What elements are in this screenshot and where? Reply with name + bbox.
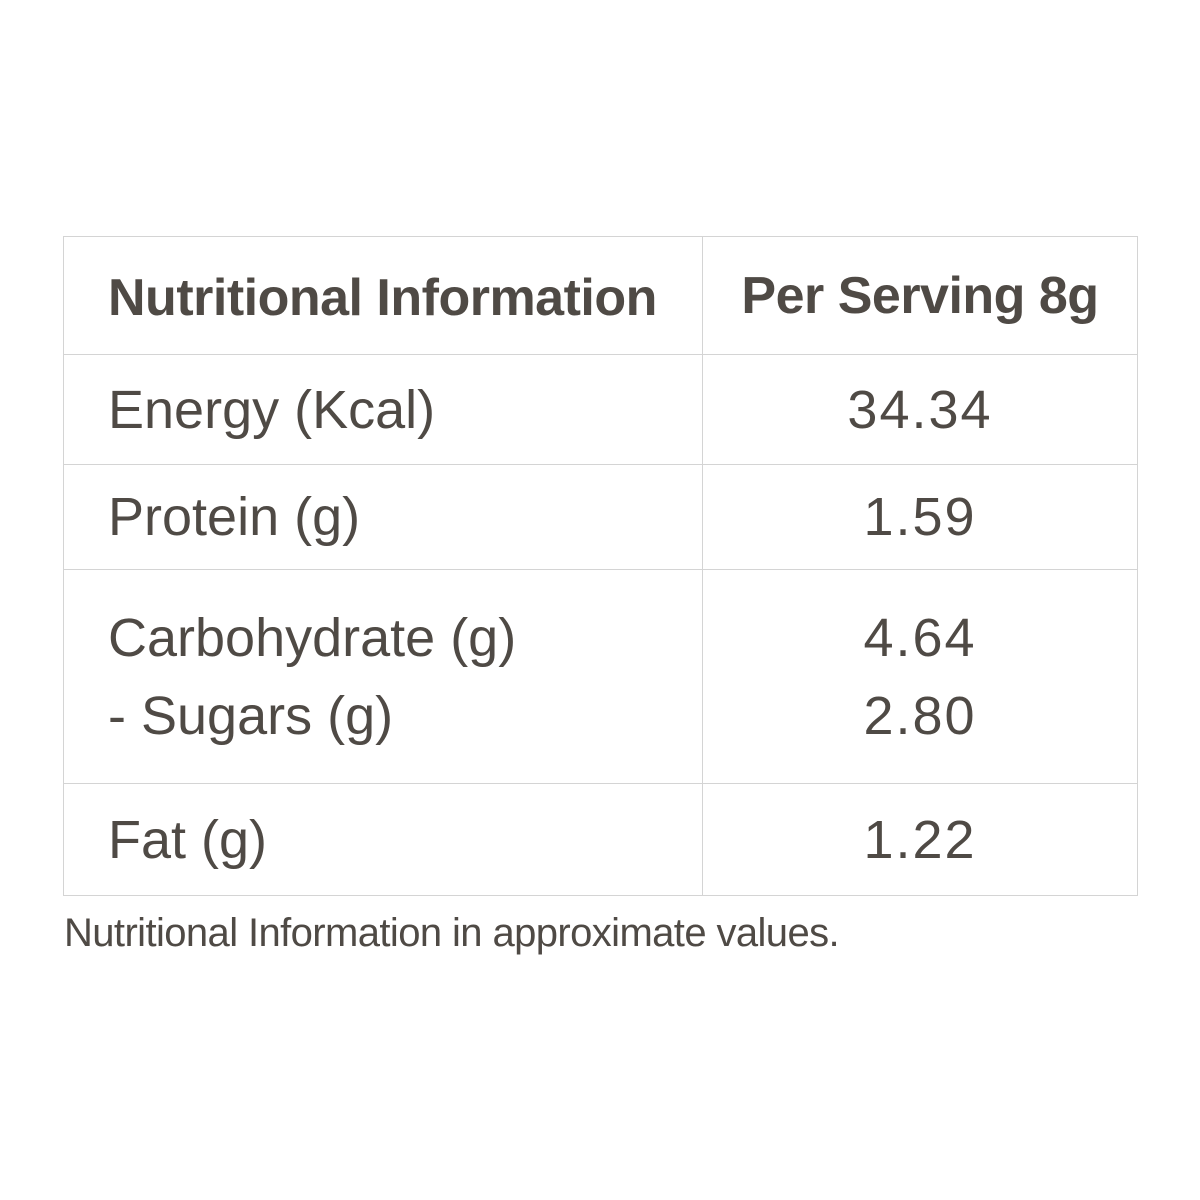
sugars-value: 2.80: [863, 685, 977, 746]
row-label-cell: Protein (g): [63, 464, 703, 570]
protein-value: 1.59: [863, 487, 977, 547]
row-value-cell: 1.22: [702, 783, 1138, 896]
carbohydrate-value: 4.64: [863, 607, 977, 668]
energy-label: Energy (Kcal): [108, 379, 436, 440]
footnote: Nutritional Information in approximate v…: [64, 911, 840, 955]
fat-value: 1.22: [863, 809, 977, 870]
header-per-serving: Per Serving 8g: [702, 236, 1138, 355]
table-row-protein: Protein (g) 1.59: [63, 464, 1138, 570]
header-nutritional-information: Nutritional Information: [63, 236, 703, 355]
table-header-row: Nutritional Information Per Serving 8g: [63, 236, 1138, 355]
row-label-cell: Fat (g): [63, 783, 703, 896]
row-label-cell: Carbohydrate (g) - Sugars (g): [63, 569, 703, 784]
protein-label: Protein (g): [108, 487, 361, 547]
fat-label: Fat (g): [108, 809, 268, 870]
row-value-cell: 4.64 2.80: [702, 569, 1138, 784]
table-row-fat: Fat (g) 1.22: [63, 783, 1138, 896]
nutrition-table: Nutritional Information Per Serving 8g E…: [63, 236, 1138, 896]
row-value-cell: 34.34: [702, 354, 1138, 465]
carbohydrate-label: Carbohydrate (g): [108, 607, 517, 668]
table-row-carbohydrate: Carbohydrate (g) - Sugars (g) 4.64 2.80: [63, 569, 1138, 784]
table-row-energy: Energy (Kcal) 34.34: [63, 354, 1138, 465]
sugars-label: - Sugars (g): [108, 685, 394, 746]
row-label-cell: Energy (Kcal): [63, 354, 703, 465]
row-value-cell: 1.59: [702, 464, 1138, 570]
energy-value: 34.34: [847, 379, 993, 440]
